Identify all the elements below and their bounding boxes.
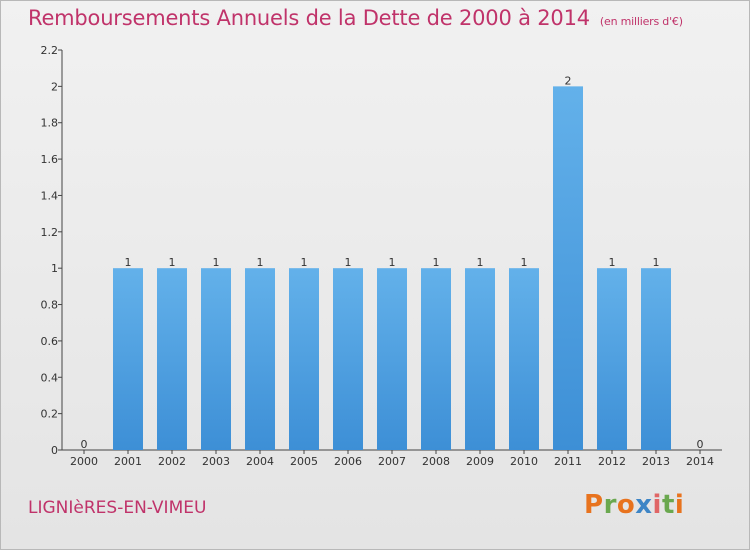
logo-letter: r — [603, 490, 617, 520]
y-tick-label: 2 — [51, 80, 58, 93]
x-tick-label: 2009 — [466, 455, 494, 468]
x-tick-label: 2013 — [642, 455, 670, 468]
bar — [201, 268, 231, 450]
bar — [113, 268, 143, 450]
chart-title: Remboursements Annuels de la Dette de 20… — [28, 6, 683, 30]
chart-unit: (en milliers d'€) — [599, 15, 683, 28]
y-tick-label: 0.8 — [41, 299, 59, 312]
data-label: 2 — [565, 74, 572, 87]
x-tick-label: 2005 — [290, 455, 318, 468]
y-tick-label: 1.2 — [41, 226, 59, 239]
logo-letter: P — [584, 490, 604, 520]
x-tick-label: 2000 — [70, 455, 98, 468]
data-label: 0 — [81, 438, 88, 451]
data-label: 1 — [521, 256, 528, 269]
bar — [289, 268, 319, 450]
x-tick-label: 2012 — [598, 455, 626, 468]
data-label: 1 — [125, 256, 132, 269]
y-tick-label: 0.2 — [41, 408, 59, 421]
x-tick-label: 2007 — [378, 455, 406, 468]
bar — [333, 268, 363, 450]
data-label: 1 — [257, 256, 264, 269]
y-tick-label: 1.8 — [41, 117, 59, 130]
bar — [509, 268, 539, 450]
data-label: 1 — [653, 256, 660, 269]
bar — [553, 86, 583, 450]
bar — [245, 268, 275, 450]
y-tick-label: 0 — [51, 444, 58, 457]
x-tick-label: 2011 — [554, 455, 582, 468]
y-tick-label: 0.6 — [41, 335, 59, 348]
bar — [157, 268, 187, 450]
data-label: 1 — [477, 256, 484, 269]
bar — [597, 268, 627, 450]
data-label: 1 — [345, 256, 352, 269]
y-tick-label: 1.4 — [41, 189, 59, 202]
data-label: 1 — [433, 256, 440, 269]
bar — [641, 268, 671, 450]
data-label: 1 — [389, 256, 396, 269]
x-tick-label: 2006 — [334, 455, 362, 468]
commune-name: LIGNIèRES-EN-VIMEU — [28, 498, 207, 518]
logo-letter: i — [674, 490, 685, 520]
x-tick-label: 2004 — [246, 455, 274, 468]
logo-letter: t — [661, 490, 675, 520]
data-label: 1 — [609, 256, 616, 269]
y-tick-label: 1.6 — [41, 153, 59, 166]
x-tick-label: 2014 — [686, 455, 714, 468]
y-tick-label: 0.4 — [41, 371, 59, 384]
proxiti-logo[interactable]: Proxiti — [584, 490, 684, 520]
y-tick-label: 2.2 — [41, 44, 59, 57]
bar — [421, 268, 451, 450]
data-label: 1 — [301, 256, 308, 269]
data-label: 0 — [697, 438, 704, 451]
logo-letter: o — [616, 490, 636, 520]
x-tick-label: 2001 — [114, 455, 142, 468]
data-label: 1 — [169, 256, 176, 269]
bar — [377, 268, 407, 450]
logo-letter: x — [635, 490, 653, 520]
x-tick-label: 2010 — [510, 455, 538, 468]
bar — [465, 268, 495, 450]
logo-letter: i — [652, 490, 662, 520]
data-label: 1 — [213, 256, 220, 269]
y-tick-label: 1 — [51, 262, 58, 275]
chart-title-text: Remboursements Annuels de la Dette de 20… — [28, 6, 590, 30]
x-tick-label: 2003 — [202, 455, 230, 468]
x-tick-label: 2002 — [158, 455, 186, 468]
x-tick-label: 2008 — [422, 455, 450, 468]
